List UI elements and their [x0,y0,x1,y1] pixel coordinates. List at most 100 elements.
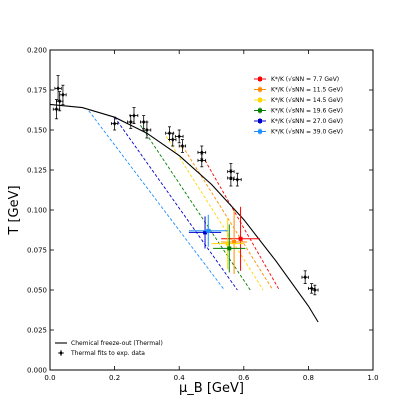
legend-marker-2 [258,98,262,102]
dashed-line-0 [204,160,280,291]
legend-lower-entry-1: Thermal fits to exp. data [58,350,145,357]
legend-label-3: K*/K (√sNN = 19.6 GeV) [271,108,343,115]
y-tick-label: 0.200 [27,47,47,55]
kstar-point-5 [188,214,228,247]
thermal-fit-point-13-marker [200,150,204,155]
legend-label-0: K*/K (√sNN = 7.7 GeV) [271,76,339,83]
legend-entry-0: K*/K (√sNN = 7.7 GeV) [254,76,339,83]
legend-label-1: K*/K (√sNN = 11.5 GeV) [271,87,343,94]
x-axis-title: μ_B [GeV] [179,381,244,396]
legend-marker-5 [258,129,262,134]
thermal-fit-point-20 [311,284,319,296]
dashed-line-5 [88,110,225,291]
thermal-fit-point-3 [59,84,67,105]
thermal-fit-point-14 [197,153,207,168]
y-axis-title: T [GeV] [7,185,22,235]
x-tick-label: 0.6 [238,374,250,382]
thermal-fit-point-10 [169,132,177,147]
thermal-fit-point-5-marker [129,119,133,125]
thermal-fit-point-14-marker [200,158,204,163]
legend-lower: Chemical freeze-out (Thermal) Thermal fit… [55,340,163,357]
legend-lower-label-0: Chemical freeze-out (Thermal) [71,340,163,347]
thermal-fit-point-2-marker [58,98,62,104]
legend-entry-1: K*/K (√sNN = 11.5 GeV) [254,86,343,94]
kstar-marker-5 [206,228,211,233]
dashed-line-3 [140,124,251,291]
thermal-fit-point-6 [129,107,139,124]
dashed-line-2 [165,136,264,291]
freezeout-curve [49,103,319,323]
thermal-fit-point-0-marker [54,106,59,112]
kstar-marker-4 [203,230,208,235]
y-tick-label: 0.075 [27,247,47,255]
y-tick-label: 0.025 [27,327,47,335]
kstar-point-3 [213,224,246,273]
legend-marker-1 [258,87,262,92]
thermal-fit-point-12-marker [180,143,185,149]
kstar-marker-0 [238,236,243,241]
thermal-fit-point-19-marker [309,286,314,291]
thermal-fit-point-16 [227,163,235,181]
x-tick-label: 1.0 [367,374,378,382]
kstar-marker-1 [232,240,237,244]
dashed-line-4 [114,116,238,291]
legend-label-4: K*/K (√sNN = 27.0 GeV) [271,118,343,125]
kstar-marker-2 [225,241,230,246]
y-tick-label: 0.000 [27,367,47,375]
thermal-fit-point-8 [142,121,152,139]
thermal-fit-point-10-marker [171,137,175,142]
legend-lower-marker [59,350,63,356]
thermal-fit-point-18-marker [303,274,307,280]
legend-marker-0 [258,77,262,81]
y-tick-label: 0.100 [27,207,47,215]
kstar-point-1 [221,210,248,274]
y-tick-label: 0.050 [27,287,47,295]
thermal-fit-point-17 [233,172,242,187]
x-tick-label: 0.4 [174,374,186,382]
thermal-fit-point-18 [301,270,309,285]
axes: 0.0 0.2 0.4 0.6 0.8 1.0 0.000 0.025 0.050 0.075 0.… [7,47,379,397]
thermal-fit-points [52,75,319,296]
thermal-fit-point-17-marker [235,177,240,182]
y-tick-label: 0.150 [27,127,47,135]
thermal-fit-point-12 [178,139,187,153]
legend-label-2: K*/K (√sNN = 14.5 GeV) [271,97,343,104]
thermal-fit-point-4-marker [112,121,117,126]
legend-entry-2: K*/K (√sNN = 14.5 GeV) [254,97,343,104]
legend-lower-entry-0: Chemical freeze-out (Thermal) [55,340,163,347]
legend-label-5: K*/K (√sNN = 39.0 GeV) [271,129,343,136]
legend-entry-5: K*/K (√sNN = 39.0 GeV) [254,128,343,136]
x-tick-label: 0.8 [303,374,314,382]
thermal-fit-point-3-marker [61,92,65,98]
thermal-fit-point-1-marker [56,86,60,91]
legend-entry-4: K*/K (√sNN = 27.0 GeV) [254,118,343,125]
kstar-point-2 [211,218,244,270]
x-tick-label: 0.0 [44,374,55,382]
kstar-marker-3 [227,246,232,251]
legend-marker-3 [258,108,262,113]
thermal-fit-point-20-marker [313,287,317,293]
thermal-fit-point-11 [174,129,184,144]
freezeout-curve-layer [49,103,319,323]
thermal-fit-point-8-marker [145,127,149,133]
y-tick-label: 0.125 [27,167,47,175]
x-tick-label: 0.2 [109,374,120,382]
thermal-fit-point-9-marker [167,130,172,136]
thermal-fit-point-7-marker [141,119,146,125]
legend-entry-3: K*/K (√sNN = 19.6 GeV) [254,107,343,115]
dashed-lines [88,110,280,291]
kstar-points [188,206,260,274]
legend-upper: K*/K (√sNN = 7.7 GeV) K*/K (√sNN = 11.5 G… [254,76,343,136]
thermal-fit-point-11-marker [177,134,181,139]
thermal-fit-point-16-marker [229,169,233,174]
legend-marker-4 [258,119,262,123]
thermal-fit-point-6-marker [132,113,136,118]
kstar-point-0 [221,206,260,271]
y-tick-label: 0.175 [27,87,47,95]
legend-lower-label-1: Thermal fits to exp. data [70,350,145,357]
thermal-fit-point-4 [110,116,119,131]
thermal-fit-point-1 [54,75,62,102]
thermal-fit-point-9 [165,126,174,141]
kstar-point-4 [188,216,222,249]
